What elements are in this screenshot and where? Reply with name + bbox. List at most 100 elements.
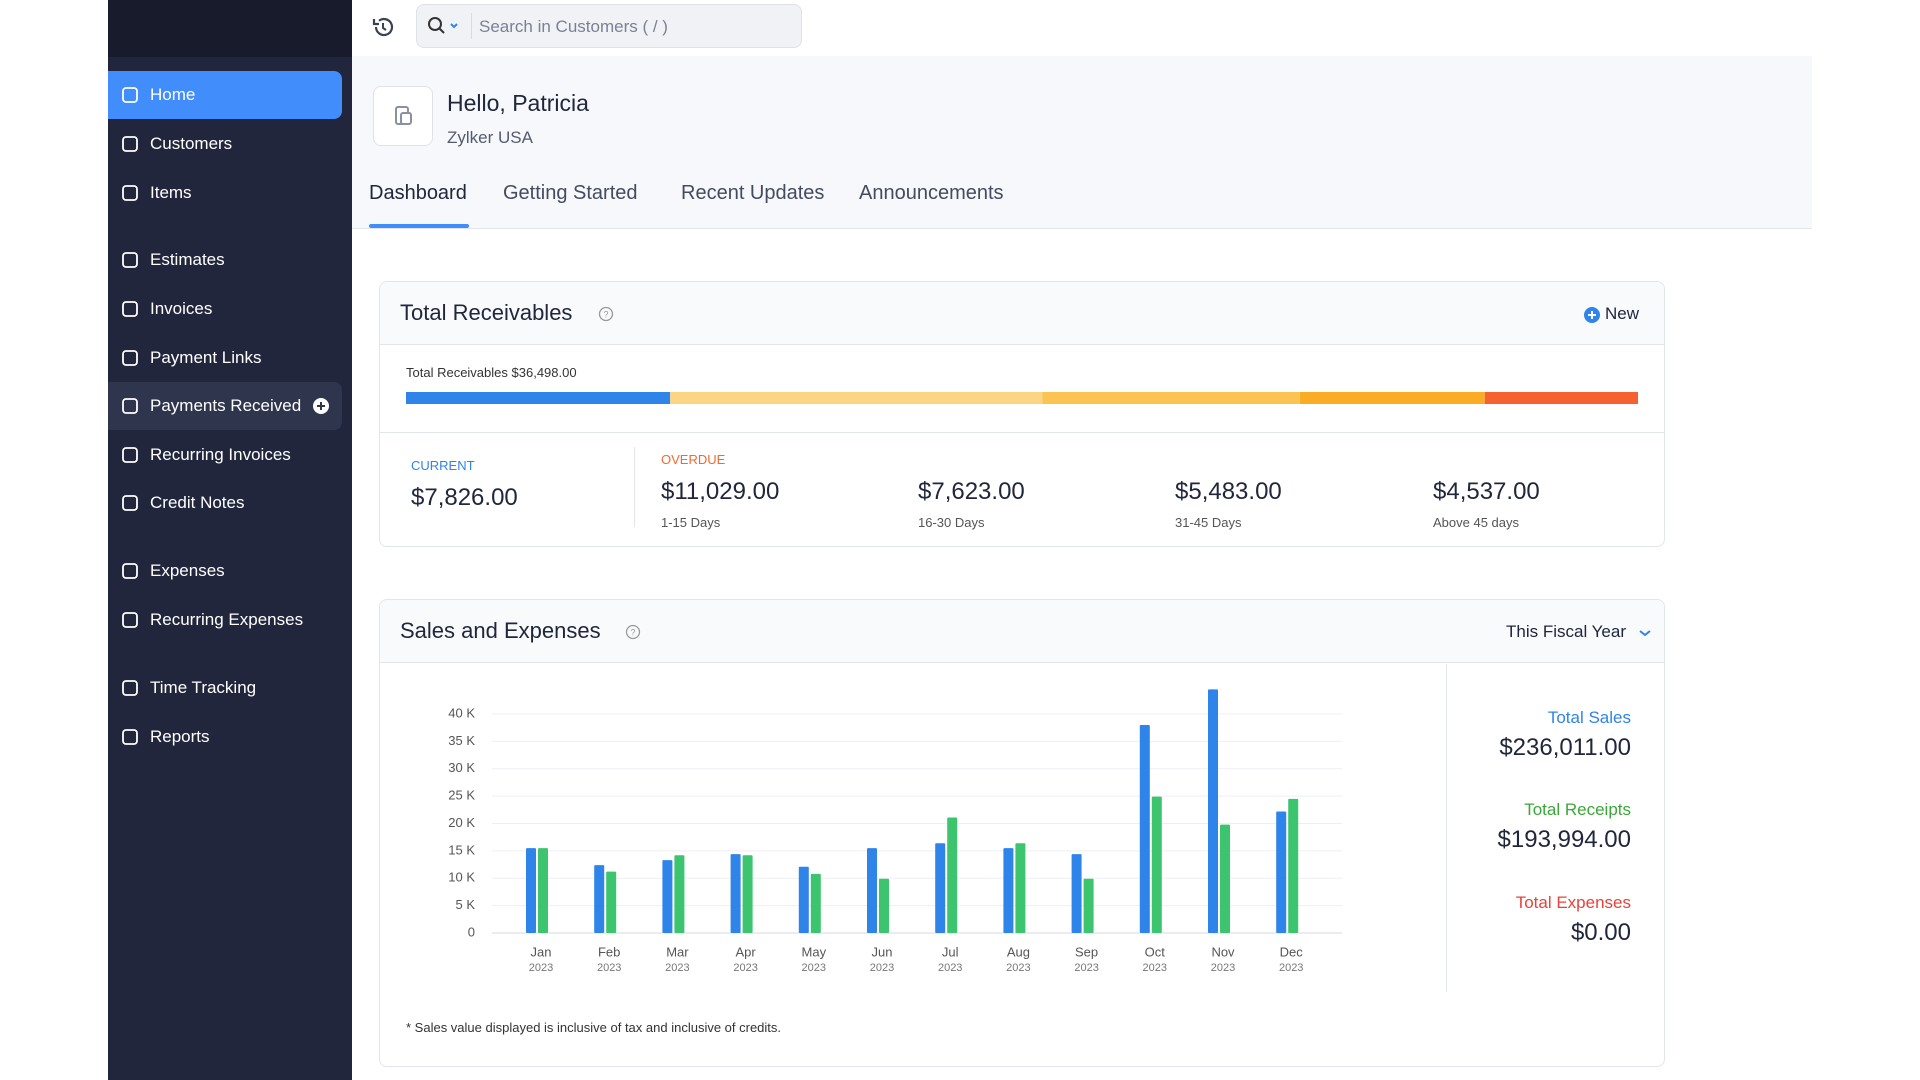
- new-icon[interactable]: [1583, 306, 1601, 324]
- search-placeholder: Search in Customers ( / ): [479, 17, 668, 36]
- footnote: * Sales value displayed is inclusive of …: [406, 1020, 782, 1035]
- overdue-period: 16-30 Days: [918, 515, 985, 530]
- icon-shape: [317, 402, 325, 410]
- nav-item[interactable]: Payment Links: [150, 348, 262, 367]
- nav-item[interactable]: Expenses: [150, 561, 225, 580]
- organization: Zylker USA: [447, 128, 533, 147]
- icon-shape: [122, 563, 138, 579]
- receivable-segment: [670, 392, 1043, 404]
- nav-item[interactable]: Recurring Expenses: [150, 610, 304, 629]
- icon-shape: [122, 495, 138, 511]
- card-header: Sales and Expenses ? This Fiscal Year: [380, 600, 1664, 663]
- search-box[interactable]: Search in Customers ( / ): [416, 4, 802, 48]
- logo-icon: [395, 106, 412, 125]
- icon-shape: [122, 136, 138, 152]
- nav-icon: [122, 680, 138, 696]
- overdue-period: 31-45 Days: [1175, 515, 1242, 530]
- tab[interactable]: Announcements: [859, 182, 1004, 204]
- total-amount: $236,011.00: [1499, 734, 1631, 761]
- new-button[interactable]: New: [1605, 304, 1640, 323]
- total-label: Total Receivables: [406, 365, 508, 380]
- nav-icon: [122, 563, 138, 579]
- svg-text:?: ?: [630, 627, 635, 637]
- help-icon[interactable]: ?: [598, 306, 614, 322]
- overdue-amount: $5,483.00: [1175, 478, 1282, 505]
- top-bar: Search in Customers ( / ): [352, 0, 1812, 56]
- help-icon[interactable]: ?: [625, 624, 641, 640]
- hover-item: [108, 382, 342, 430]
- nav-item[interactable]: Time Tracking: [150, 678, 257, 697]
- icon-shape: [122, 252, 138, 268]
- nav-item[interactable]: Customers: [150, 134, 233, 153]
- nav-item[interactable]: Home: [150, 85, 196, 104]
- card-title: Sales and Expenses: [400, 618, 601, 643]
- icon-shape: [122, 612, 138, 628]
- nav-item[interactable]: Payments Received: [150, 396, 302, 415]
- sidebar-brand: [108, 0, 352, 57]
- tab[interactable]: Getting Started: [503, 182, 638, 204]
- nav-icon: [122, 447, 138, 463]
- total-amount: $36,498.00: [511, 365, 577, 380]
- tab-underline: [369, 224, 469, 228]
- icon-shape: [122, 185, 138, 201]
- total-amount: $193,994.00: [1497, 826, 1631, 853]
- sales-card: Sales and Expenses ? This Fiscal Year To…: [379, 599, 1665, 1067]
- icon-shape: [122, 301, 138, 317]
- icon-shape: [122, 447, 138, 463]
- divider: [380, 432, 1664, 433]
- nav-icon: [122, 350, 138, 366]
- receivable-segment: [406, 392, 671, 404]
- nav-icon: [122, 495, 138, 511]
- total-amount: $0.00: [1570, 919, 1631, 946]
- search-divider: [471, 13, 472, 39]
- nav-icon: [122, 729, 138, 745]
- main: Hello, Patricia Zylker USA Search in Cus…: [352, 0, 1812, 1080]
- nav-icon: [122, 252, 138, 268]
- receivables-bar: [406, 392, 1638, 404]
- icon-shape: [122, 87, 138, 103]
- total-label: Total Sales: [1547, 708, 1631, 727]
- current-label: CURRENT: [411, 458, 475, 473]
- chevron: [1639, 630, 1651, 637]
- search-icon: [428, 17, 458, 34]
- current-amount: $7,826.00: [411, 484, 518, 511]
- org-logo[interactable]: [373, 86, 433, 146]
- overdue-label: OVERDUE: [661, 452, 726, 467]
- nav-item[interactable]: Reports: [150, 727, 210, 746]
- nav-item[interactable]: Invoices: [150, 299, 213, 318]
- receivables-card: Total Receivables ? New Total Receivable…: [379, 281, 1665, 547]
- nav-item[interactable]: Recurring Invoices: [150, 445, 291, 464]
- tab[interactable]: Dashboard: [369, 182, 467, 204]
- nav-icon: [122, 612, 138, 628]
- header: Hello, Patricia Zylker USA: [352, 56, 1812, 229]
- divider: [634, 447, 635, 527]
- recent-icon[interactable]: [370, 14, 396, 40]
- overdue-amount: $11,029.00: [661, 478, 780, 505]
- nav-icon: [122, 398, 138, 414]
- period-select[interactable]: This Fiscal Year: [1506, 622, 1626, 641]
- divider: [1446, 664, 1447, 992]
- active-item: [108, 71, 342, 119]
- icon-shape: [122, 729, 138, 745]
- overdue-period: 1-15 Days: [661, 515, 721, 530]
- nav-item[interactable]: Estimates: [150, 250, 225, 269]
- tab[interactable]: Recent Updates: [681, 182, 825, 204]
- receivable-segment: [1299, 392, 1485, 404]
- nav-item[interactable]: Items: [150, 183, 192, 202]
- nav-icon: [122, 301, 138, 317]
- nav-item[interactable]: Credit Notes: [150, 493, 245, 512]
- overdue-amount: $7,623.00: [918, 478, 1025, 505]
- total-label: Total Expenses: [1515, 893, 1631, 912]
- overdue-period: Above 45 days: [1433, 515, 1520, 530]
- total-label: Total Receipts: [1524, 800, 1631, 819]
- add-icon: [313, 398, 329, 414]
- receivable-segment: [1042, 392, 1300, 404]
- icon-shape: [122, 350, 138, 366]
- total-line: Total Receivables $36,498.00: [406, 365, 577, 380]
- nav-icon: [122, 136, 138, 152]
- greeting: Hello, Patricia: [447, 90, 589, 116]
- icon-shape: [122, 680, 138, 696]
- nav-icon: [122, 185, 138, 201]
- overdue-amount: $4,537.00: [1433, 478, 1540, 505]
